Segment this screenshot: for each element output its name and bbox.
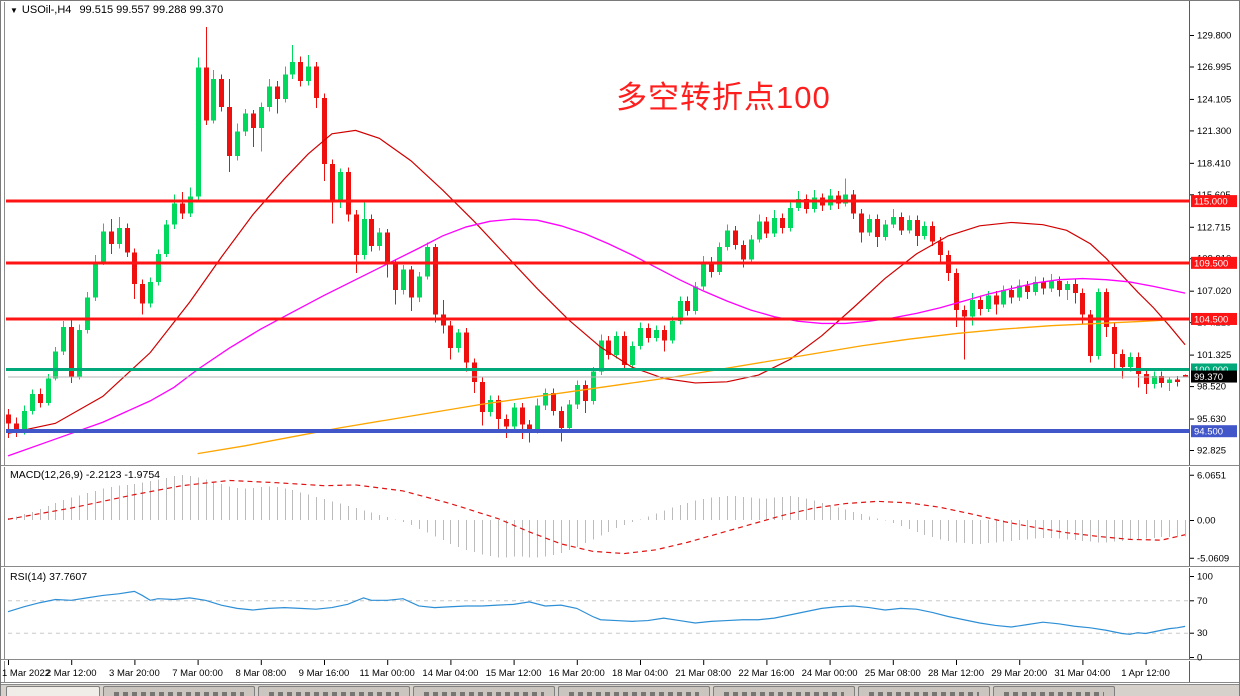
symbol-label: USOil-,H4 bbox=[21, 4, 72, 16]
price-badge-104.500-label: 104.500 bbox=[1194, 314, 1228, 325]
price-badge-115.000: 115.000 bbox=[1191, 195, 1237, 208]
price-tick: 118.410 bbox=[1197, 158, 1231, 169]
rsi-panel: 100 70 30 0 bbox=[7, 572, 1213, 664]
rsi-axis-tick: 0 bbox=[1197, 653, 1202, 664]
macd-axis-tick: 6.0651 bbox=[1197, 470, 1226, 481]
time-tick: 24 Mar 00:00 bbox=[802, 668, 858, 679]
price-badge-94.500: 94.500 bbox=[1191, 425, 1237, 438]
rsi-axis-tick: 70 bbox=[1197, 596, 1208, 607]
macd-axis-tick: 0.00 bbox=[1197, 516, 1216, 527]
ma-mid-magenta bbox=[7, 218, 1186, 457]
rsi-line bbox=[7, 590, 1186, 635]
macd-axis-tick: -5.0609 bbox=[1197, 553, 1229, 564]
time-tick: 1 Mar 2022 bbox=[2, 668, 50, 679]
time-tick: 28 Mar 12:00 bbox=[928, 668, 984, 679]
time-tick: 31 Mar 04:00 bbox=[1054, 668, 1110, 679]
macd-signal-line bbox=[7, 479, 1186, 555]
time-tick: 18 Mar 04:00 bbox=[612, 668, 668, 679]
price-tick: 112.715 bbox=[1197, 222, 1231, 233]
price-tick: 101.325 bbox=[1197, 350, 1231, 361]
current-price-badge-label: 99.370 bbox=[1194, 372, 1223, 383]
chart-tab[interactable] bbox=[103, 686, 255, 696]
time-tick: 9 Mar 16:00 bbox=[299, 668, 350, 679]
price-badge-94.500-label: 94.500 bbox=[1194, 427, 1223, 438]
chart-tab[interactable] bbox=[413, 686, 555, 696]
price-badge-104.500: 104.500 bbox=[1191, 312, 1237, 325]
time-tick: 8 Mar 08:00 bbox=[235, 668, 286, 679]
rsi-value: 37.7607 bbox=[49, 571, 88, 583]
price-badge-115.000-label: 115.000 bbox=[1194, 197, 1228, 208]
time-tick: 11 Mar 00:00 bbox=[360, 668, 415, 679]
price-tick: 121.300 bbox=[1197, 126, 1231, 137]
horizontal-levels[interactable] bbox=[6, 199, 1189, 434]
price-badge-109.500: 109.500 bbox=[1191, 256, 1237, 269]
rsi-axis-tick: 100 bbox=[1197, 572, 1213, 583]
chart-tab[interactable] bbox=[713, 686, 855, 696]
macd-indicator-label: MACD(12,26,9) -2.2123 -1.9754 bbox=[10, 469, 160, 481]
chart-annotation-text: 多空转折点100 bbox=[616, 80, 831, 115]
ma-slow-orange bbox=[197, 318, 1186, 455]
chart-tab[interactable] bbox=[558, 686, 710, 696]
symbol-dropdown-icon[interactable]: ▼ bbox=[10, 6, 18, 15]
time-tick: 2 Mar 12:00 bbox=[46, 668, 97, 679]
price-tick: 107.020 bbox=[1197, 286, 1231, 297]
chart-tab[interactable] bbox=[6, 686, 100, 696]
time-tick: 22 Mar 16:00 bbox=[738, 668, 794, 679]
price-tick: 98.520 bbox=[1197, 382, 1226, 393]
macd-name: MACD(12,26,9) bbox=[10, 469, 83, 481]
macd-values: -2.2123 -1.9754 bbox=[85, 469, 161, 481]
price-badge-109.500-label: 109.500 bbox=[1194, 258, 1228, 269]
time-tick: 3 Mar 20:00 bbox=[109, 668, 160, 679]
price-tick: 129.800 bbox=[1197, 31, 1231, 42]
time-tick: 1 Apr 12:00 bbox=[1121, 668, 1170, 679]
price-tick: 92.825 bbox=[1197, 446, 1226, 457]
time-tick: 29 Mar 20:00 bbox=[991, 668, 1047, 679]
macd-panel: 6.0651 0.00 -5.0609 bbox=[7, 470, 1229, 564]
moving-averages bbox=[7, 129, 1186, 457]
time-tick: 7 Mar 00:00 bbox=[172, 668, 223, 679]
price-tick: 95.630 bbox=[1197, 414, 1226, 425]
rsi-indicator-label: RSI(14) 37.7607 bbox=[10, 571, 87, 583]
rsi-axis-tick: 30 bbox=[1197, 628, 1208, 639]
chart-tabs-bar[interactable] bbox=[1, 684, 1239, 696]
price-tick: 124.105 bbox=[1197, 94, 1231, 105]
rsi-name: RSI(14) bbox=[10, 571, 47, 583]
time-tick: 21 Mar 08:00 bbox=[675, 668, 731, 679]
price-badge-100.000-label: 100.000 bbox=[1194, 365, 1228, 376]
current-price-badge: 99.370 bbox=[1191, 370, 1237, 383]
chart-tab[interactable] bbox=[993, 686, 1115, 696]
time-tick: 14 Mar 04:00 bbox=[422, 668, 478, 679]
time-tick: 25 Mar 08:00 bbox=[865, 668, 921, 679]
price-tick: 126.995 bbox=[1197, 62, 1231, 73]
time-tick: 16 Mar 20:00 bbox=[549, 668, 605, 679]
chart-tab[interactable] bbox=[258, 686, 410, 696]
time-tick: 15 Mar 12:00 bbox=[486, 668, 542, 679]
ohlc-values: 99.515 99.557 99.288 99.370 bbox=[79, 4, 224, 16]
chart-tab[interactable] bbox=[858, 686, 990, 696]
symbol-ohlc-line[interactable]: ▼ USOil-,H4 99.515 99.557 99.288 99.370 bbox=[10, 4, 223, 16]
candlesticks bbox=[6, 27, 1188, 443]
